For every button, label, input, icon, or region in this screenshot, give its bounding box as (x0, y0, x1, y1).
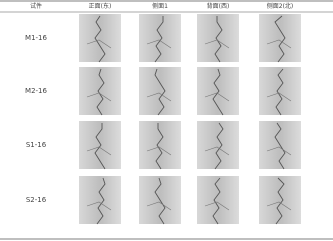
crack (96, 68, 105, 116)
crack (204, 39, 230, 49)
specimen-photo (139, 67, 181, 115)
header-cell: 背面(西) (207, 2, 230, 10)
crack (155, 123, 164, 170)
specimen-photo (197, 14, 239, 62)
crack (266, 92, 292, 102)
crack (154, 177, 166, 225)
header-cell: 侧面1 (152, 2, 168, 10)
crack (214, 122, 224, 170)
specimen-photo (259, 14, 301, 62)
crack (94, 15, 106, 63)
crack (204, 92, 230, 102)
crack (204, 146, 230, 156)
crack (146, 146, 172, 156)
header-cell: 试件 (30, 2, 42, 10)
row-label: M1-16 (25, 34, 47, 42)
row-label: M2-16 (25, 87, 47, 95)
crack (274, 122, 286, 170)
specimen-photo (139, 121, 181, 169)
crack (204, 201, 230, 211)
crack (154, 16, 164, 63)
specimen-photo (139, 14, 181, 62)
specimen-photo (259, 176, 301, 224)
specimen-photo (79, 67, 121, 115)
crack (266, 146, 292, 156)
row-label: S2-16 (26, 196, 47, 204)
specimen-photo (197, 121, 239, 169)
crack (212, 68, 224, 116)
crack (266, 39, 292, 49)
crack (214, 16, 223, 63)
specimen-photo (79, 176, 121, 224)
header-cell: 正面(东) (89, 2, 112, 10)
crack (212, 177, 221, 225)
specimen-photo (197, 176, 239, 224)
crack (94, 123, 106, 170)
header-cell: 侧面2(北) (267, 2, 294, 10)
crack (275, 177, 285, 225)
specimen-photo (79, 14, 121, 62)
crack (154, 68, 166, 116)
crack (275, 68, 284, 116)
crack (86, 92, 112, 102)
crack (86, 201, 112, 211)
crack (266, 201, 292, 211)
crack (96, 177, 106, 225)
crack (86, 146, 112, 156)
crack (146, 39, 172, 49)
crack (146, 201, 172, 211)
crack (274, 15, 286, 63)
crack (146, 92, 172, 102)
specimen-photo (259, 67, 301, 115)
crack (86, 39, 112, 49)
row-label: S1-16 (26, 141, 47, 149)
